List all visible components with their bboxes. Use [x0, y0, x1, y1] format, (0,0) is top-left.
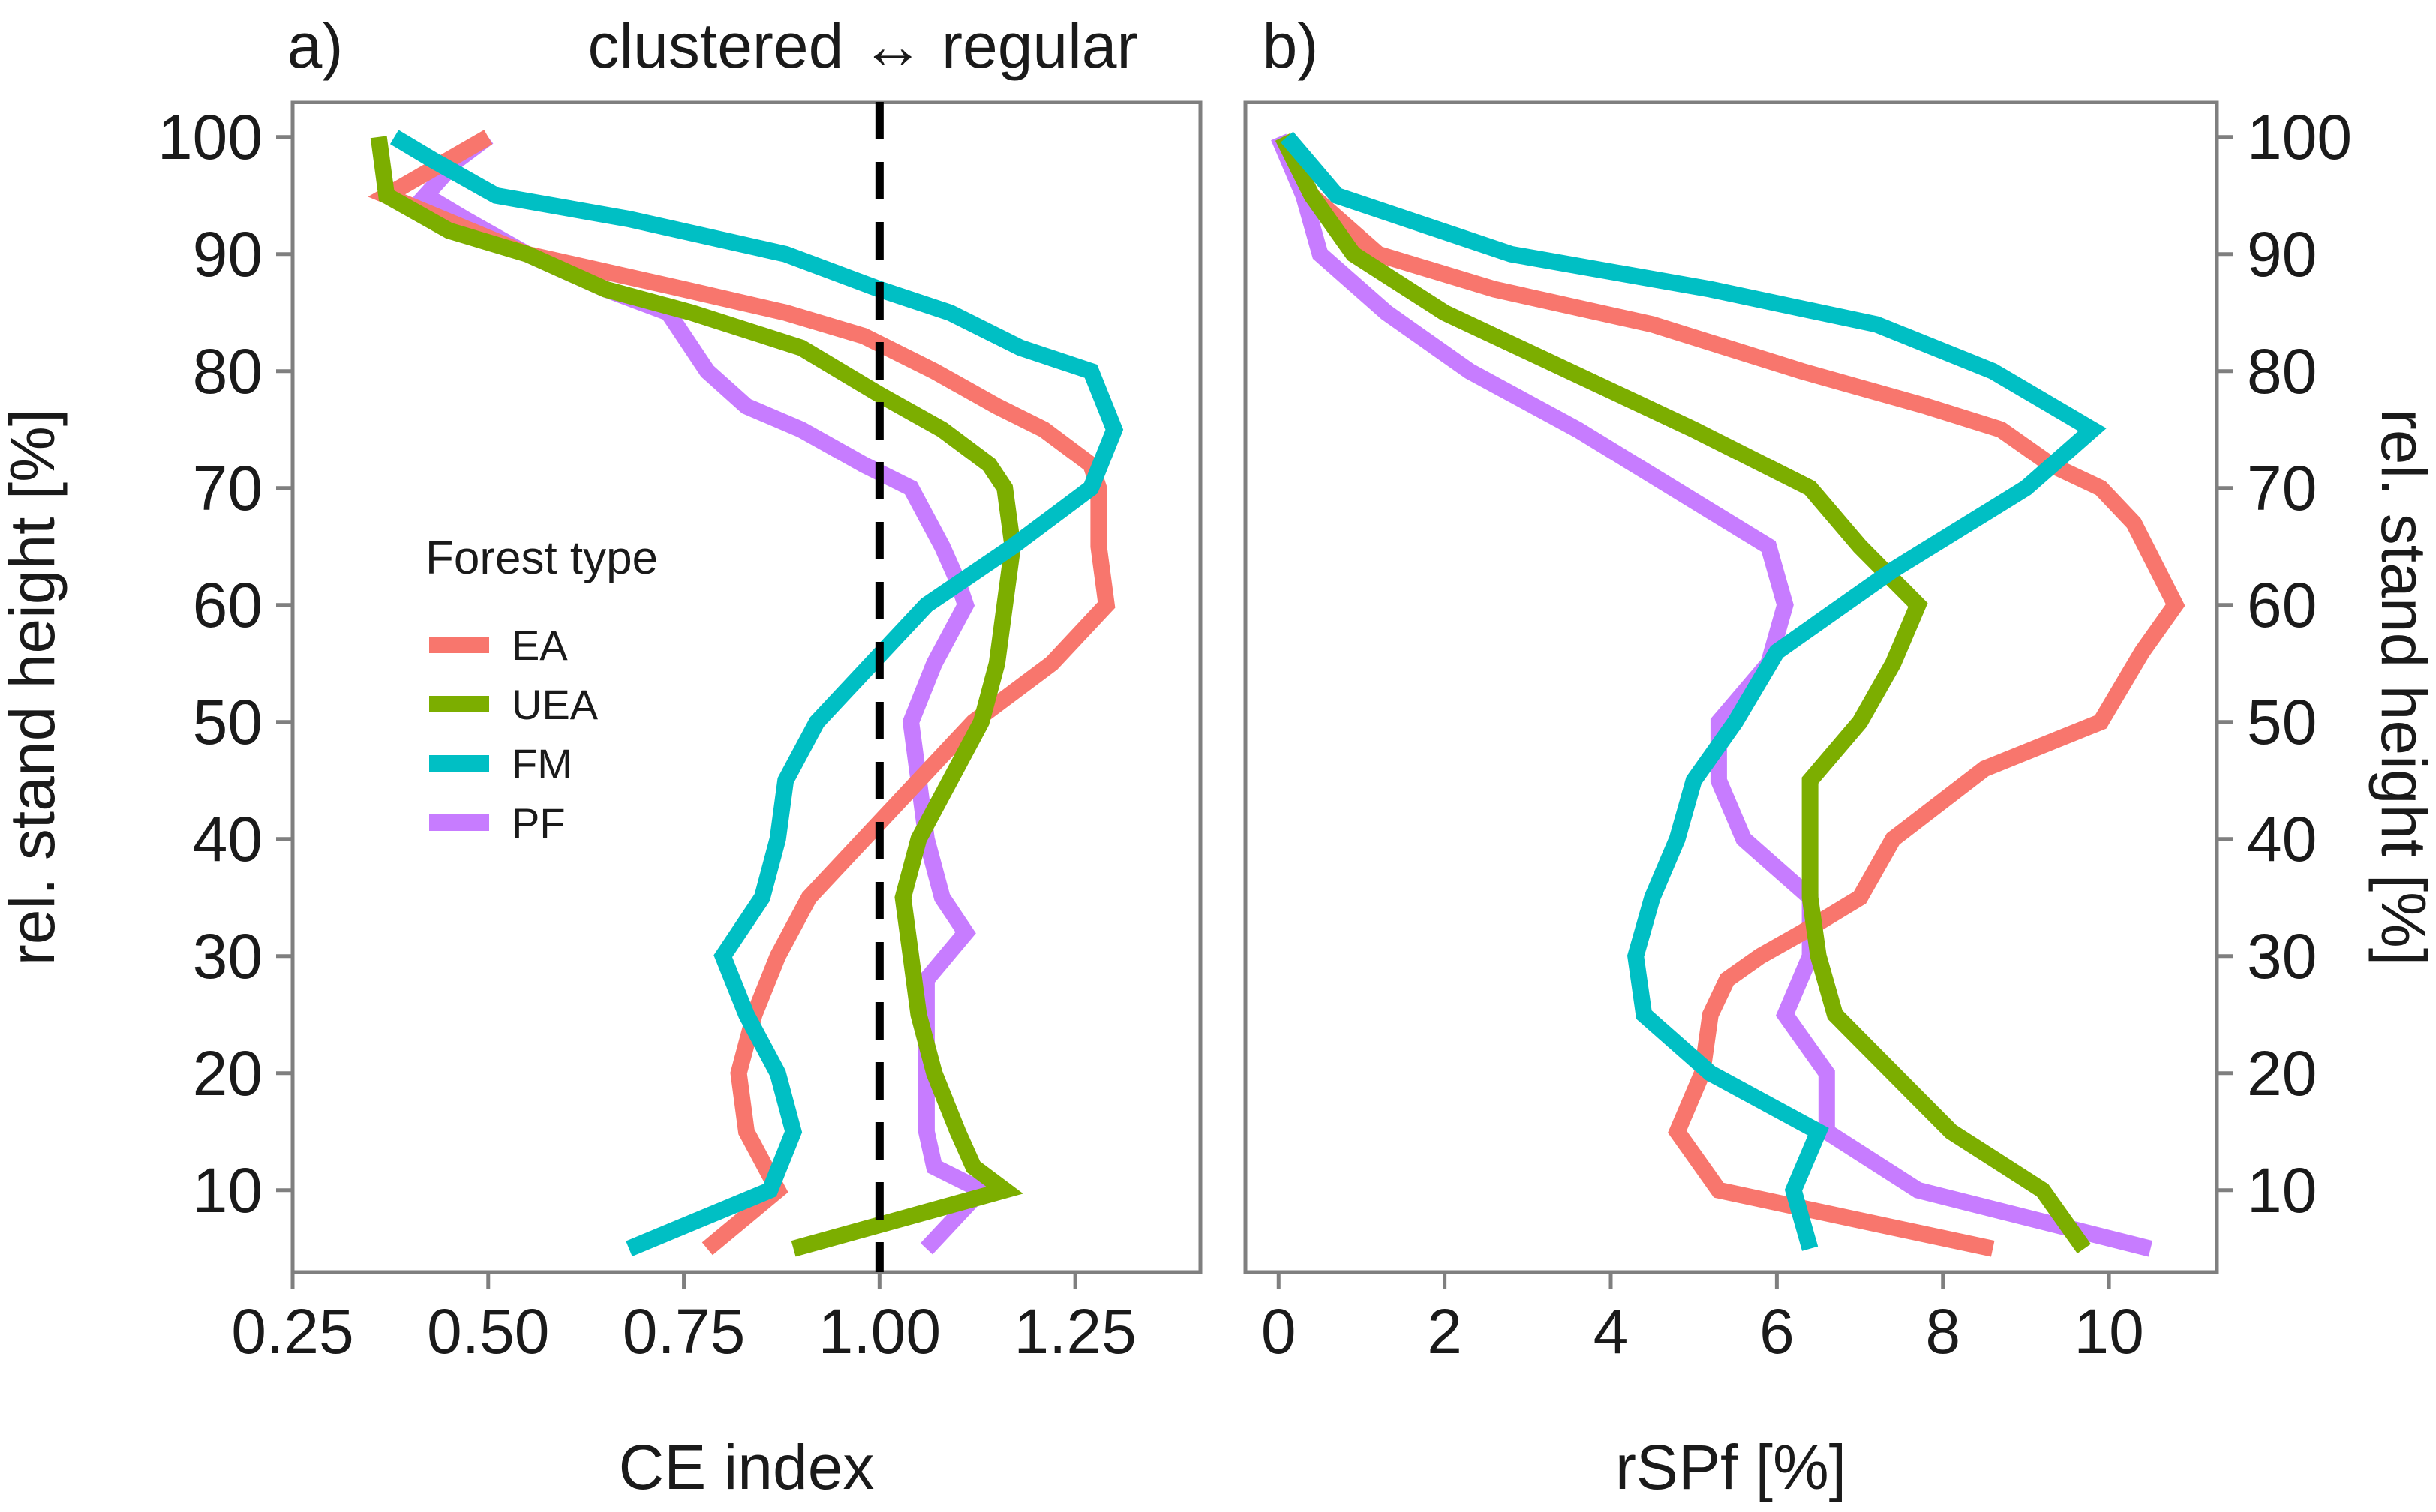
- panel-a-series: [368, 130, 1124, 1257]
- panel-a-y-tick-label: 100: [158, 102, 263, 172]
- panel-a-x-tick-label: 0.25: [231, 1296, 354, 1366]
- legend: Forest type EA UEA FM PF: [425, 532, 658, 847]
- legend-label-ea: EA: [512, 622, 568, 669]
- panel-a-y-ticks: 10 20 30 40 50 60 70 80 90 100: [158, 102, 293, 1226]
- panel-a-y-axis-title: rel. stand height [%]: [0, 409, 68, 965]
- panel-b-series: [1271, 131, 2185, 1257]
- panel-a-x-tick-label: 0.50: [427, 1296, 550, 1366]
- panel-a-tag: a): [287, 10, 344, 81]
- panel-b-series-pf: [1271, 134, 2153, 1257]
- panel-b-x-ticks: 0 2 4 6 8 10: [1261, 1272, 2144, 1366]
- panel-a-series-uea: [370, 136, 1023, 1257]
- panel-b-y-tick-label: 50: [2247, 687, 2317, 758]
- panel-b-x-tick-label: 6: [1759, 1296, 1795, 1366]
- panel-b-x-tick-label: 10: [2074, 1296, 2143, 1366]
- panel-a-plot-frame: [290, 100, 1203, 1274]
- panel-b-y-tick-label: 80: [2247, 336, 2317, 406]
- panel-a-y-tick-label: 60: [193, 570, 263, 640]
- panel-b-y-tick-label: 70: [2247, 453, 2317, 524]
- panel-b-series-fm: [1280, 131, 2107, 1251]
- panel-b: b) 0 2 4 6 8 10 10 20 30 40 50 60 70 80 90 100 rSPf [%…: [1243, 10, 2436, 1502]
- panel-b-x-tick-label: 0: [1261, 1296, 1296, 1366]
- panel-b-x-tick-label: 8: [1925, 1296, 1960, 1366]
- panel-b-y-ticks: 10 20 30 40 50 60 70 80 90 100: [2217, 102, 2352, 1226]
- panel-b-y-tick-label: 40: [2247, 804, 2317, 874]
- panel-b-y-tick-label: 100: [2247, 102, 2352, 172]
- legend-label-fm: FM: [512, 740, 572, 788]
- panel-a-y-tick-label: 20: [193, 1038, 263, 1108]
- panel-b-tag: b): [1263, 10, 1319, 81]
- panel-a-series-ea: [368, 130, 1116, 1256]
- panel-b-y-tick-label: 30: [2247, 921, 2317, 992]
- panel-a-series-fm: [389, 130, 1124, 1256]
- panel-a-y-tick-label: 40: [193, 804, 263, 874]
- panel-a-x-tick-label: 0.75: [623, 1296, 746, 1366]
- panel-b-series-ea: [1275, 133, 2185, 1257]
- panel-a-annotation: clustered ↔ regular: [588, 10, 1138, 81]
- panel-a: a) clustered ↔ regular 0.25 0.50 0.75 1.00 1…: [0, 10, 1203, 1502]
- panel-a-x-tick-label: 1.00: [819, 1296, 942, 1366]
- legend-title: Forest type: [425, 532, 658, 584]
- panel-b-y-tick-label: 20: [2247, 1038, 2317, 1108]
- panel-a-y-tick-label: 50: [193, 687, 263, 758]
- panel-b-series-uea: [1275, 133, 2091, 1254]
- panel-a-x-axis-title: CE index: [619, 1432, 875, 1502]
- panel-b-y-axis-title: rel. stand height [%]: [2368, 409, 2436, 965]
- panel-b-y-tick-label: 10: [2247, 1155, 2317, 1226]
- legend-label-uea: UEA: [512, 681, 599, 728]
- panel-a-x-ticks: 0.25 0.50 0.75 1.00 1.25: [231, 1272, 1137, 1366]
- panel-a-y-tick-label: 80: [193, 336, 263, 406]
- panel-b-x-axis-title: rSPf [%]: [1615, 1432, 1846, 1502]
- panel-a-y-tick-label: 90: [193, 219, 263, 290]
- panel-b-plot-frame: [1243, 100, 2219, 1274]
- legend-label-pf: PF: [512, 800, 566, 847]
- panel-a-y-tick-label: 70: [193, 453, 263, 524]
- panel-b-y-tick-label: 90: [2247, 219, 2317, 290]
- panel-a-y-tick-label: 30: [193, 921, 263, 992]
- panel-b-y-tick-label: 60: [2247, 570, 2317, 640]
- panel-a-x-tick-label: 1.25: [1014, 1296, 1137, 1366]
- panel-b-x-tick-label: 2: [1427, 1296, 1462, 1366]
- panel-b-x-tick-label: 4: [1593, 1296, 1629, 1366]
- panel-a-y-tick-label: 10: [193, 1155, 263, 1226]
